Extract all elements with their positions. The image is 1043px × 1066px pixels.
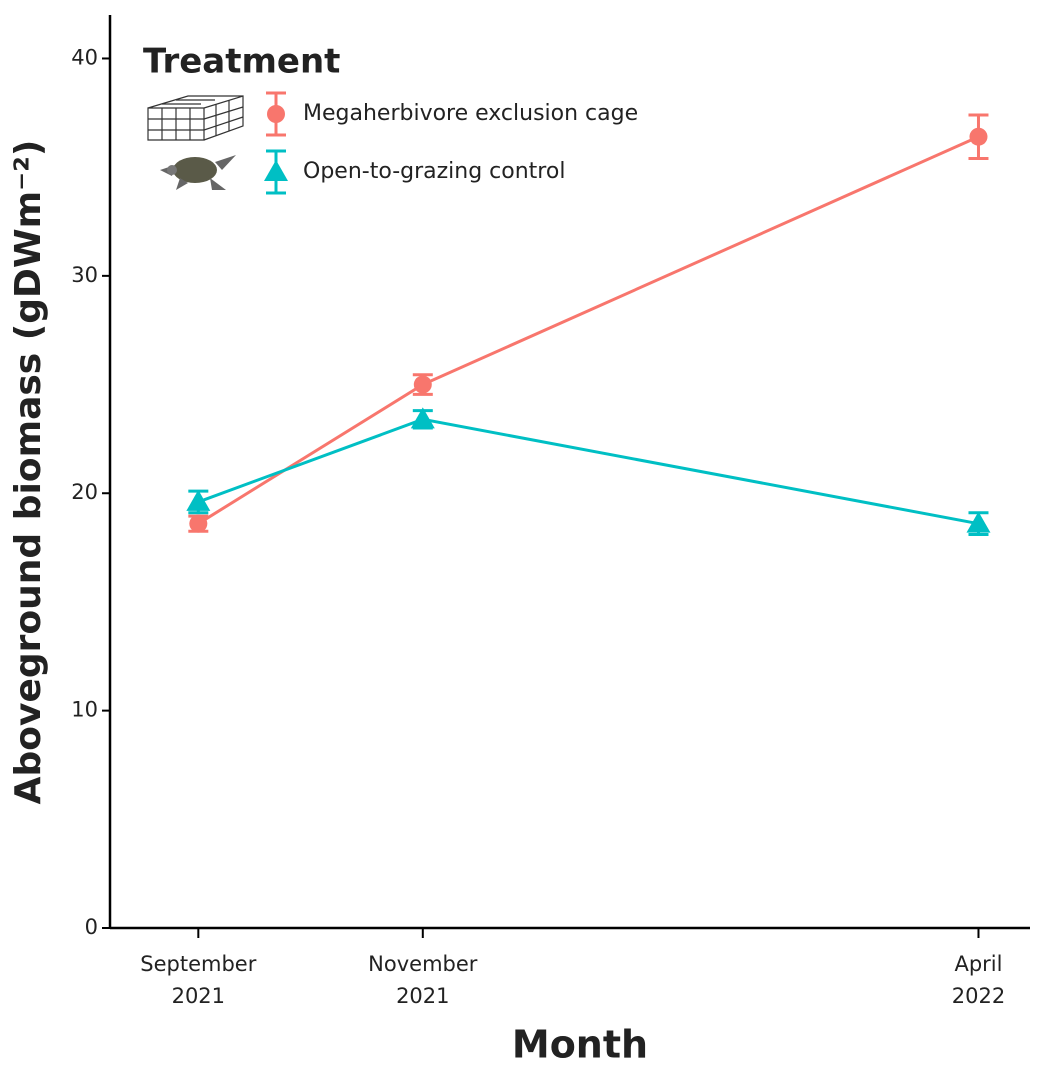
cage-icon [147, 95, 244, 141]
y-tick-label: 20 [71, 480, 98, 504]
point [413, 375, 432, 394]
x-axis-title: Month [512, 1023, 648, 1066]
legend-marker [267, 105, 285, 123]
point [410, 407, 435, 429]
x-tick-label: November 2021 [368, 952, 478, 1008]
point [189, 514, 208, 533]
y-tick-label: 0 [85, 915, 98, 939]
series-line [197, 417, 979, 526]
point [186, 489, 211, 511]
series-line [197, 135, 980, 525]
point [966, 511, 991, 533]
turtle-icon [160, 155, 236, 190]
legend-marker [264, 160, 288, 181]
x-tick-label: April 2022 [952, 952, 1005, 1008]
y-tick-label: 40 [71, 45, 98, 69]
legend-label: Open-to-grazing control [303, 159, 565, 184]
y-tick-label: 30 [71, 263, 98, 287]
legend-symbol [264, 160, 288, 181]
y-tick-label: 10 [71, 698, 98, 722]
x-tick-label: September 2021 [140, 952, 256, 1008]
legend-symbol [267, 105, 285, 123]
legend-title: Treatment [143, 42, 340, 82]
y-axis-title: Aboveground biomass (gDWm⁻²) [8, 140, 49, 805]
legend-label: Megaherbivore exclusion cage [303, 101, 638, 126]
point [969, 127, 988, 146]
